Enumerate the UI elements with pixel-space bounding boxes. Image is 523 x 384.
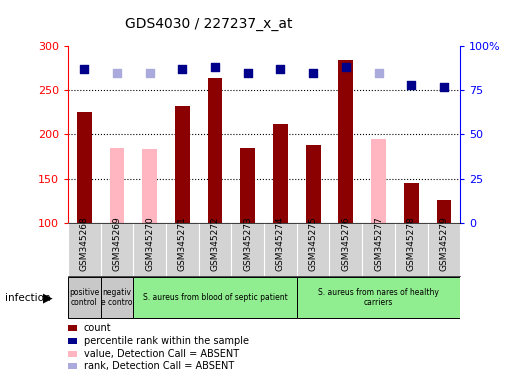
Point — [374, 70, 383, 76]
Point — [80, 66, 88, 72]
Text: negativ
e contro: negativ e contro — [101, 288, 133, 307]
Text: rank, Detection Call = ABSENT: rank, Detection Call = ABSENT — [84, 361, 234, 371]
Bar — [77, 112, 92, 223]
Text: percentile rank within the sample: percentile rank within the sample — [84, 336, 248, 346]
Bar — [142, 149, 157, 223]
Text: ▶: ▶ — [43, 291, 52, 304]
FancyBboxPatch shape — [133, 277, 297, 318]
Text: infection: infection — [5, 293, 51, 303]
Point — [276, 66, 285, 72]
Bar — [208, 78, 222, 223]
Point — [342, 64, 350, 70]
FancyBboxPatch shape — [68, 277, 100, 318]
Bar — [371, 139, 386, 223]
Point — [113, 70, 121, 76]
Point — [244, 70, 252, 76]
Text: S. aureus from blood of septic patient: S. aureus from blood of septic patient — [143, 293, 288, 302]
Bar — [338, 60, 353, 223]
Text: positive
control: positive control — [69, 288, 99, 307]
Point — [145, 70, 154, 76]
Bar — [175, 106, 190, 223]
Point — [440, 84, 448, 90]
Bar — [306, 145, 321, 223]
Bar — [110, 148, 124, 223]
Text: value, Detection Call = ABSENT: value, Detection Call = ABSENT — [84, 349, 239, 359]
FancyBboxPatch shape — [297, 277, 460, 318]
FancyBboxPatch shape — [100, 277, 133, 318]
Bar — [404, 183, 418, 223]
Point — [309, 70, 317, 76]
Bar — [273, 124, 288, 223]
Bar — [241, 148, 255, 223]
Bar — [437, 200, 451, 223]
Text: GDS4030 / 227237_x_at: GDS4030 / 227237_x_at — [126, 17, 293, 31]
Point — [211, 64, 219, 70]
Point — [178, 66, 187, 72]
Text: count: count — [84, 323, 111, 333]
Text: S. aureus from nares of healthy
carriers: S. aureus from nares of healthy carriers — [318, 288, 439, 307]
Point — [407, 82, 415, 88]
